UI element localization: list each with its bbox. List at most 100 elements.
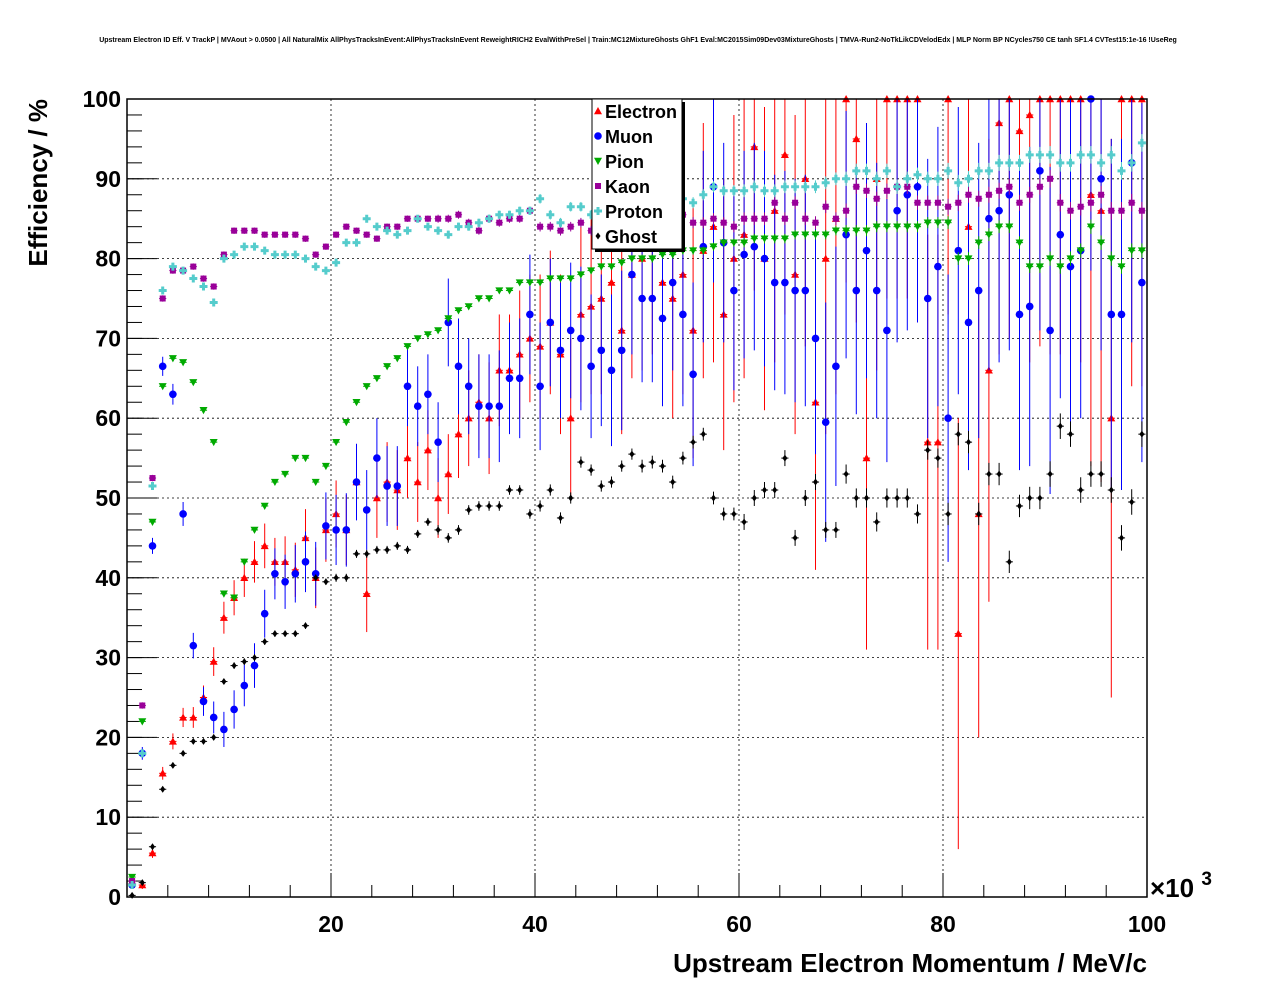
data-point [158, 286, 167, 295]
data-point [964, 174, 973, 183]
data-point [730, 286, 738, 295]
y-tick-label: 60 [95, 405, 121, 431]
data-point [362, 214, 371, 223]
data-point [1107, 310, 1116, 319]
data-point [1138, 278, 1146, 287]
data-point [1006, 558, 1012, 566]
data-point [1046, 255, 1055, 263]
data-point [424, 215, 431, 222]
data-point [556, 275, 565, 283]
data-point [1119, 534, 1124, 542]
data-point [179, 266, 188, 275]
data-point [312, 251, 319, 258]
data-point [434, 494, 443, 502]
data-point [710, 215, 717, 222]
data-point [423, 222, 432, 231]
data-point [1015, 158, 1024, 167]
data-point [741, 215, 748, 222]
data-point [241, 658, 247, 666]
data-point [566, 275, 575, 283]
data-point [1005, 223, 1014, 231]
data-point [1036, 167, 1044, 175]
data-point [792, 534, 798, 542]
data-point [1025, 263, 1034, 271]
y-tick-label: 50 [95, 485, 121, 511]
data-point [139, 702, 146, 709]
data-point [1078, 486, 1084, 494]
data-point [904, 494, 910, 502]
data-point [507, 486, 512, 494]
data-point [985, 191, 992, 198]
data-point [485, 402, 493, 411]
data-point [495, 402, 504, 411]
data-point [680, 454, 686, 462]
data-point [546, 318, 555, 327]
data-point [760, 235, 769, 243]
data-point [1017, 502, 1022, 510]
data-point [770, 278, 779, 287]
data-point [515, 206, 524, 215]
data-point [791, 286, 799, 295]
data-point [160, 785, 166, 793]
data-point [566, 202, 575, 211]
data-point [955, 199, 962, 206]
data-point [454, 307, 463, 315]
data-point [260, 502, 269, 510]
data-point [556, 346, 565, 355]
data-point [311, 570, 320, 578]
data-point [435, 215, 442, 222]
data-point [587, 210, 596, 219]
data-point [423, 331, 432, 339]
data-point [740, 250, 748, 259]
x-tick-label: 60 [726, 911, 752, 937]
data-point [241, 227, 248, 234]
data-point [485, 214, 494, 223]
data-point [954, 178, 963, 187]
data-point [944, 166, 953, 175]
legend-box [591, 98, 683, 250]
data-point [434, 226, 443, 235]
data-point [496, 219, 503, 226]
data-point [842, 174, 851, 183]
data-point [464, 303, 473, 311]
data-point [1117, 166, 1126, 175]
data-point [1027, 494, 1033, 502]
data-point [721, 510, 727, 518]
data-point [495, 210, 504, 219]
data-point [699, 190, 708, 199]
legend-entry: Proton [605, 202, 663, 222]
y-tick-label: 40 [95, 565, 121, 591]
data-point [516, 215, 523, 222]
data-point [536, 382, 544, 391]
data-point [219, 254, 228, 263]
data-point [474, 295, 483, 303]
legend-marker [594, 132, 602, 140]
data-point [231, 227, 238, 234]
data-point [1086, 223, 1095, 231]
data-point [782, 454, 788, 462]
data-point [190, 737, 196, 745]
data-point [311, 478, 320, 487]
x-axis-exponent-base: ×10 [1150, 873, 1194, 903]
data-point [1077, 203, 1084, 210]
data-point [945, 203, 952, 210]
y-tick-label: 90 [95, 166, 121, 192]
data-point [1128, 199, 1135, 206]
data-point [853, 494, 859, 502]
data-point [821, 231, 830, 239]
data-point [700, 430, 706, 438]
data-point [322, 522, 330, 530]
data-point [668, 278, 677, 287]
y-tick-label: 30 [95, 645, 121, 671]
data-point [250, 557, 259, 566]
data-point [413, 402, 422, 411]
data-point [505, 287, 514, 295]
data-point [230, 705, 238, 714]
data-point [169, 390, 177, 399]
data-point [189, 379, 198, 387]
data-point [648, 294, 657, 303]
data-point [975, 195, 982, 202]
data-point [1015, 310, 1024, 319]
data-point [801, 182, 810, 191]
legend-marker [594, 107, 602, 115]
